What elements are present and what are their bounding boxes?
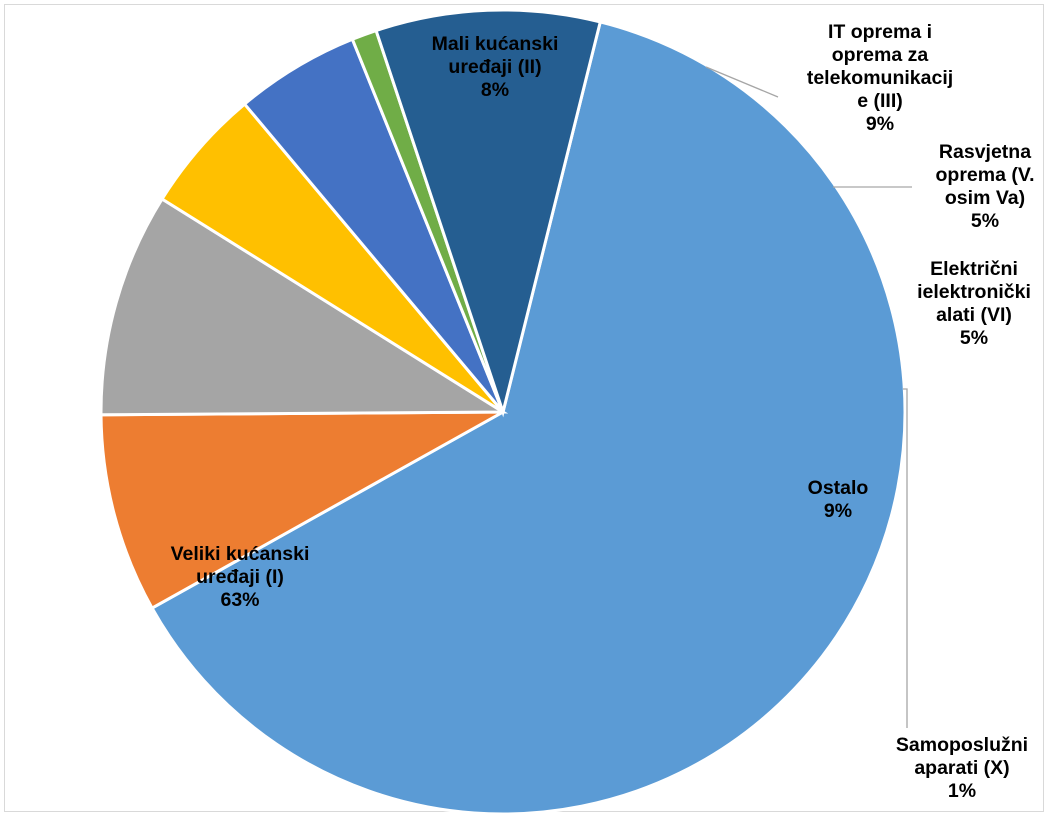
- pie-slice-mali-kucanski-ure-aji-ii: [99, 410, 504, 611]
- data-label-value: 5%: [960, 327, 988, 349]
- pie-slice-ostalo: [374, 8, 603, 418]
- data-label-it-oprema-i-oprema-za-telekomunikacij-e-iii: IT oprema i oprema za telekomunikacij e (II…: [807, 21, 953, 135]
- data-label-value: 9%: [824, 500, 852, 522]
- data-label-text: Samoposlužni: [896, 734, 1028, 756]
- data-label-value: 9%: [866, 113, 894, 135]
- leader-line-it-oprema-i-oprema-za-telekomunikacij-e-iii: [705, 66, 779, 98]
- data-label-text: oprema (V.: [936, 164, 1035, 186]
- data-label-text: IT oprema i: [828, 21, 932, 43]
- data-label-text: telekomunikacij: [807, 67, 953, 89]
- data-label-text: osim Va): [945, 187, 1025, 209]
- data-label-text: Mali kućanski: [432, 33, 559, 55]
- data-label-text: Veliki kućanski: [171, 543, 310, 565]
- data-label-text: Rasvjetna: [939, 141, 1031, 163]
- data-label-samoposluzni-aparati-x: Samoposlužni aparati (X) 1%: [896, 734, 1028, 802]
- data-label-text: oprema za: [832, 44, 929, 66]
- data-label-text: Električni: [930, 258, 1018, 280]
- data-label-value: 8%: [481, 79, 509, 101]
- data-label-veliki-kucanski-ure-aji-i: Veliki kućanski uređaji (I) 63%: [171, 543, 310, 611]
- data-label-rasvjetna-oprema-v-osim-va: Rasvjetna oprema (V. osim Va) 5%: [936, 141, 1035, 232]
- pie-slice-it-oprema-i-oprema-za-telekomunikacij-e-iii: [99, 196, 509, 417]
- data-label-text: Ostalo: [808, 477, 869, 499]
- data-label-text: alati (VI): [936, 304, 1012, 326]
- data-label-text: uređaji (I): [196, 566, 284, 588]
- data-label-text: uređaji (II): [448, 56, 541, 78]
- data-label-value: 63%: [220, 589, 259, 611]
- data-label-ostalo: Ostalo 9%: [808, 477, 869, 522]
- pie-slice-veliki-kucanski-ure-aji-i: [150, 20, 907, 814]
- data-label-text: aparati (X): [914, 757, 1009, 779]
- data-label-value: 5%: [971, 210, 999, 232]
- data-label-text: e (III): [857, 90, 903, 112]
- data-label-mali-kucanski-ure-aji-ii: Mali kućanski uređaji (II) 8%: [432, 33, 559, 101]
- leader-line-samoposluzni-aparati-x: [903, 388, 908, 728]
- data-label-elektricni-ielektronicki-alati-vi: Električni ielektronički alati (VI) 5%: [917, 258, 1031, 349]
- data-label-value: 1%: [948, 780, 976, 802]
- data-label-text: ielektronički: [917, 281, 1031, 303]
